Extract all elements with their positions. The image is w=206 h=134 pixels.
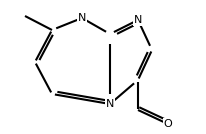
Text: O: O [164, 119, 172, 129]
Text: N: N [78, 13, 86, 23]
Text: N: N [134, 15, 142, 25]
Text: N: N [106, 99, 114, 109]
